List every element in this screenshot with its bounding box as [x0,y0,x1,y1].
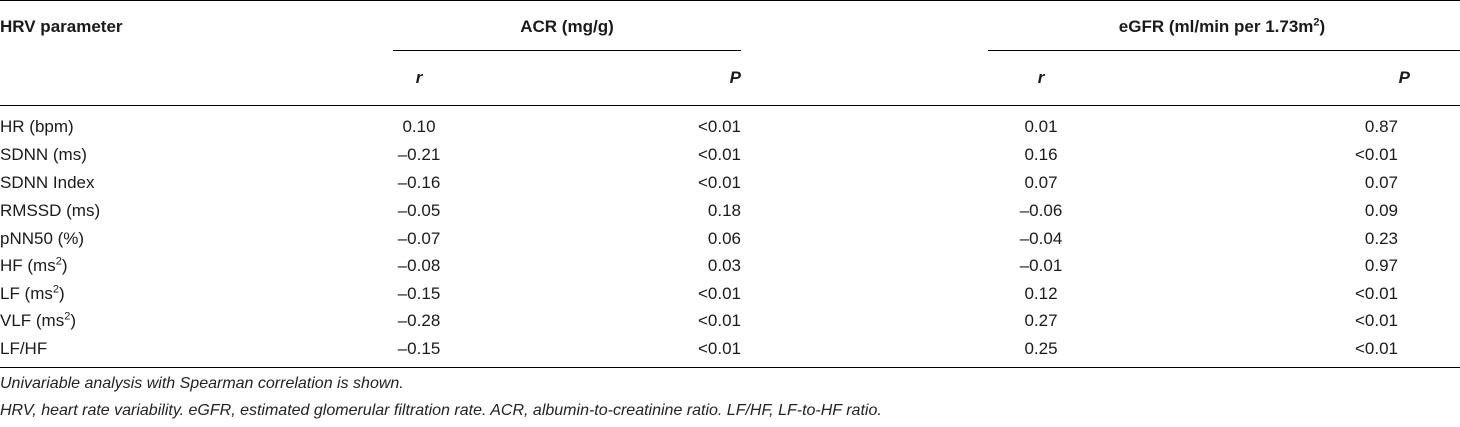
param-cell: HR (bpm) [0,117,74,136]
header-egfr-r: r [1037,68,1045,87]
egfr-r-cell: 0.25 [1024,339,1058,358]
header-rule [0,105,1460,106]
acr-r-cell: –0.05 [397,201,441,220]
acr-r-cell: –0.16 [397,173,441,192]
header-egfr: eGFR (ml/min per 1.73m2) [1118,16,1326,36]
acr-r-cell: –0.08 [397,256,441,275]
param-cell: RMSSD (ms) [0,201,101,220]
bottom-rule [0,367,1460,368]
param-cell: SDNN (ms) [0,145,87,164]
egfr-p-cell: 0.87 [1364,117,1398,136]
acr-r-cell: –0.21 [397,145,441,164]
acr-p-cell: <0.01 [697,117,741,136]
egfr-r-cell: 0.01 [1024,117,1058,136]
egfr-p-cell: 0.97 [1364,256,1398,275]
egfr-r-cell: 0.12 [1024,284,1058,303]
egfr-p-cell: <0.01 [1354,284,1398,303]
egfr-p-cell: <0.01 [1354,145,1398,164]
egfr-p-cell: 0.09 [1364,201,1398,220]
param-cell: LF (ms2) [0,283,65,303]
egfr-p-cell: 0.23 [1364,229,1398,248]
egfr-p-cell: <0.01 [1354,311,1398,330]
acr-p-cell: 0.06 [707,229,741,248]
footnote-method: Univariable analysis with Spearman corre… [0,375,404,392]
acr-p-cell: <0.01 [697,311,741,330]
header-egfr-p: P [1398,68,1410,87]
acr-r-cell: –0.15 [397,339,441,358]
header-hrv-parameter: HRV parameter [0,17,123,36]
header-acr-r: r [415,68,423,87]
param-cell: VLF (ms2) [0,310,77,330]
param-cell: pNN50 (%) [0,229,85,248]
acr-p-cell: <0.01 [697,284,741,303]
acr-group-rule [393,50,741,51]
top-rule [0,0,1460,1]
param-cell: SDNN Index [0,173,95,192]
egfr-r-cell: 0.16 [1024,145,1058,164]
egfr-group-rule [988,50,1460,51]
acr-r-cell: –0.28 [397,311,441,330]
header-acr: ACR (mg/g) [520,17,614,36]
egfr-r-cell: 0.07 [1024,173,1058,192]
egfr-r-cell: –0.04 [1019,229,1063,248]
acr-r-cell: –0.15 [397,284,441,303]
acr-p-cell: <0.01 [697,173,741,192]
acr-p-cell: <0.01 [697,145,741,164]
egfr-r-cell: 0.27 [1024,311,1058,330]
header-acr-p: P [729,68,741,87]
egfr-p-cell: 0.07 [1364,173,1398,192]
egfr-r-cell: –0.01 [1019,256,1063,275]
acr-p-cell: <0.01 [697,339,741,358]
egfr-p-cell: <0.01 [1354,339,1398,358]
footnote-abbreviations: HRV, heart rate variability. eGFR, estim… [0,402,882,419]
egfr-r-cell: –0.06 [1019,201,1063,220]
acr-r-cell: 0.10 [402,117,436,136]
param-cell: LF/HF [0,339,48,358]
acr-p-cell: 0.03 [707,256,741,275]
acr-p-cell: 0.18 [707,201,741,220]
acr-r-cell: –0.07 [397,229,441,248]
param-cell: HF (ms2) [0,255,68,275]
